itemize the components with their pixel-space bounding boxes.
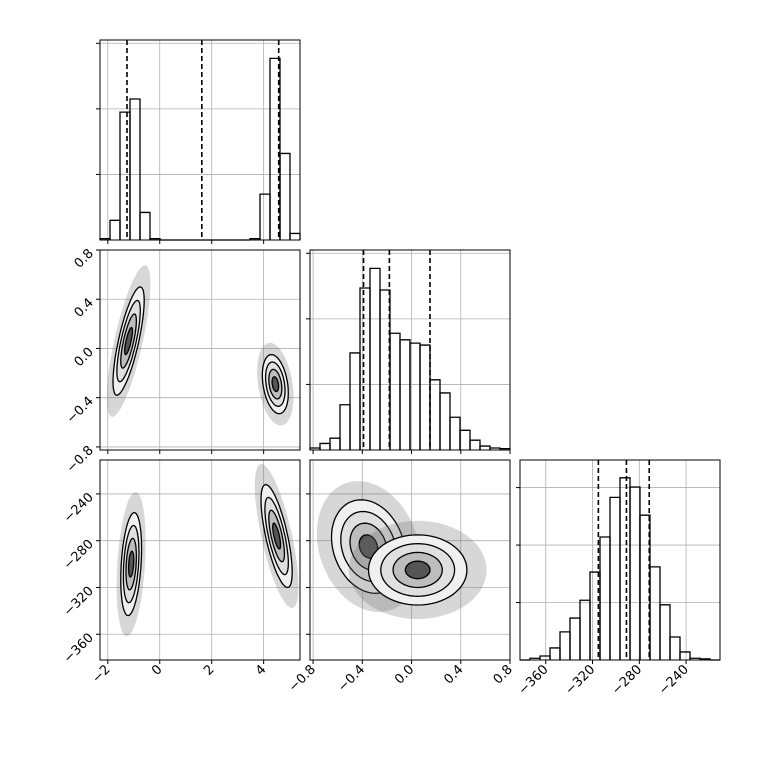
density	[316, 481, 487, 620]
y-tick-label: 0.4	[72, 295, 97, 320]
histogram-step	[389, 332, 401, 450]
histogram	[99, 57, 301, 241]
histogram-step	[319, 442, 331, 450]
histogram-step	[659, 604, 671, 660]
histogram-step	[649, 566, 661, 660]
y-tick-label: −240	[61, 490, 97, 526]
histogram-step	[349, 352, 361, 450]
panel-frame	[309, 459, 511, 661]
histogram-step	[579, 599, 591, 660]
y-tick-label: 0.8	[72, 246, 97, 271]
y-tick-label: 0.0	[72, 345, 97, 370]
x-tick-label: 2	[201, 662, 217, 678]
histogram	[309, 267, 511, 450]
y-tick-label: −0.8	[64, 443, 97, 476]
histogram-step	[449, 416, 461, 450]
contour	[271, 376, 280, 393]
x-tick-label: 4	[253, 662, 269, 678]
x-tick-label: −320	[562, 662, 598, 698]
histogram-step	[129, 98, 141, 240]
histogram-step	[469, 439, 481, 450]
histogram-step	[379, 289, 391, 450]
panel-frame	[99, 459, 301, 661]
x-tick-label: 0.8	[491, 662, 516, 687]
y-tick-label: −280	[61, 537, 97, 573]
x-tick-label: 0.4	[441, 662, 466, 687]
histogram	[520, 477, 720, 661]
histogram-step	[119, 111, 131, 240]
histogram-step	[279, 152, 291, 240]
histogram-step	[329, 437, 341, 450]
histogram-step	[549, 647, 561, 660]
histogram-step	[369, 267, 381, 450]
x-tick-label: −2	[89, 662, 113, 686]
x-tick-label: 0	[149, 662, 165, 678]
histogram-step	[399, 339, 411, 450]
histogram-step	[609, 496, 621, 660]
histogram-step	[289, 232, 301, 240]
histogram-step	[669, 636, 681, 660]
x-tick-label: 0.0	[392, 662, 417, 687]
histogram-step	[429, 379, 441, 450]
contour	[404, 560, 431, 580]
histogram-step	[539, 655, 551, 660]
histogram-step	[479, 445, 491, 450]
histogram-step	[619, 477, 631, 660]
contour	[272, 522, 282, 550]
histogram-step	[439, 392, 451, 450]
histogram-step	[459, 429, 471, 450]
histogram-step	[629, 486, 641, 660]
histogram-step	[559, 631, 571, 660]
x-tick-label: −0.8	[286, 662, 319, 695]
histogram-step	[339, 404, 351, 450]
density	[116, 464, 299, 637]
x-tick-label: −240	[656, 662, 692, 698]
contour	[127, 550, 135, 578]
density	[106, 265, 294, 426]
contour	[124, 326, 134, 356]
histogram-step	[109, 219, 121, 240]
y-tick-label: −0.4	[64, 394, 97, 427]
panel-frame	[309, 249, 511, 451]
histogram-step	[149, 238, 161, 240]
histogram-step	[419, 344, 431, 450]
y-tick-label: −360	[61, 630, 97, 666]
histogram-step	[139, 211, 151, 240]
histogram-step	[569, 617, 581, 660]
panel-frame	[99, 249, 301, 451]
histogram-step	[269, 57, 281, 240]
x-tick-label: −0.4	[335, 662, 368, 695]
x-tick-label: −280	[609, 662, 645, 698]
y-tick-label: −320	[61, 584, 97, 620]
panel-frame	[519, 459, 721, 661]
x-tick-label: −360	[516, 662, 552, 698]
histogram-step	[359, 287, 371, 450]
histogram-step	[259, 193, 271, 240]
panel-frame	[99, 39, 301, 241]
histogram-step	[599, 536, 611, 660]
histogram-step	[679, 651, 691, 660]
